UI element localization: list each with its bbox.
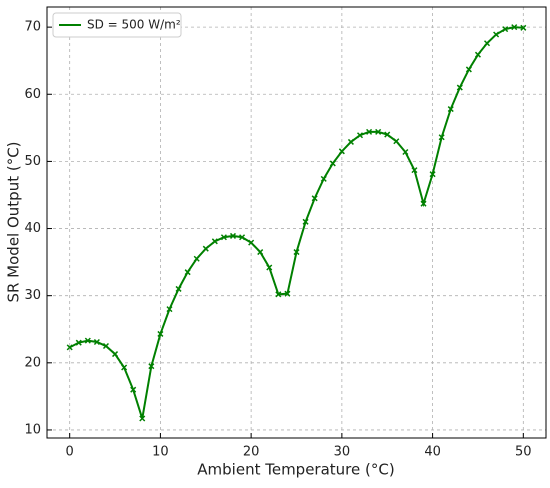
marker (130, 386, 137, 393)
marker (465, 66, 472, 73)
marker (493, 31, 500, 38)
marker (75, 339, 82, 346)
marker (121, 364, 128, 371)
y-tick-label: 10 (24, 422, 41, 437)
x-tick-label: 0 (66, 445, 74, 460)
marker (502, 26, 509, 33)
x-tick-label: 10 (152, 445, 169, 460)
y-tick-label: 70 (24, 20, 41, 35)
marker (474, 51, 481, 58)
marker (311, 195, 318, 202)
marker (447, 106, 454, 113)
marker (320, 175, 327, 182)
marker (438, 134, 445, 141)
marker (293, 249, 300, 256)
marker (84, 337, 91, 344)
marker (66, 344, 73, 351)
x-axis-label: Ambient Temperature (°C) (197, 461, 394, 479)
legend-box (52, 12, 182, 38)
marker (211, 238, 218, 245)
marker (248, 239, 255, 246)
marker (275, 291, 282, 298)
marker (266, 264, 273, 271)
y-axis-label: SR Model Output (°C) (5, 141, 23, 302)
marker (393, 138, 400, 145)
marker (166, 306, 173, 313)
plot-frame (46, 6, 547, 439)
marker (257, 249, 264, 256)
x-tick-label: 20 (243, 445, 260, 460)
line (69, 26, 524, 419)
marker (302, 218, 309, 225)
marker (347, 138, 354, 145)
y-tick-label: 50 (24, 154, 41, 169)
marker (148, 363, 155, 370)
marker (411, 167, 418, 174)
marker (93, 338, 100, 346)
marker (329, 160, 336, 167)
y-tick-label: 20 (24, 355, 41, 370)
marker (239, 234, 246, 241)
marker (139, 415, 146, 422)
marker (483, 40, 491, 47)
marker (157, 330, 164, 337)
marker (520, 24, 527, 31)
marker (193, 255, 200, 262)
marker (220, 234, 227, 241)
marker (184, 269, 191, 276)
marker (112, 351, 119, 358)
marker (102, 342, 110, 350)
marker (456, 84, 463, 91)
marker (366, 128, 373, 135)
marker (384, 131, 391, 138)
marker (429, 171, 436, 178)
marker (420, 200, 427, 207)
marker (356, 132, 364, 139)
x-tick-label: 50 (515, 445, 532, 460)
marker (284, 290, 291, 297)
marker (375, 128, 382, 135)
legend-label: SD = 500 W/m² (87, 18, 181, 32)
y-tick-label: 30 (24, 288, 41, 303)
y-tick-label: 60 (24, 87, 41, 102)
x-tick-label: 30 (334, 445, 351, 460)
x-tick-label: 40 (424, 445, 441, 460)
y-tick-label: 40 (24, 221, 41, 236)
marker (338, 148, 345, 155)
marker (511, 24, 518, 31)
marker (229, 232, 237, 239)
marker (175, 285, 182, 292)
marker (402, 148, 409, 156)
marker (202, 245, 209, 252)
